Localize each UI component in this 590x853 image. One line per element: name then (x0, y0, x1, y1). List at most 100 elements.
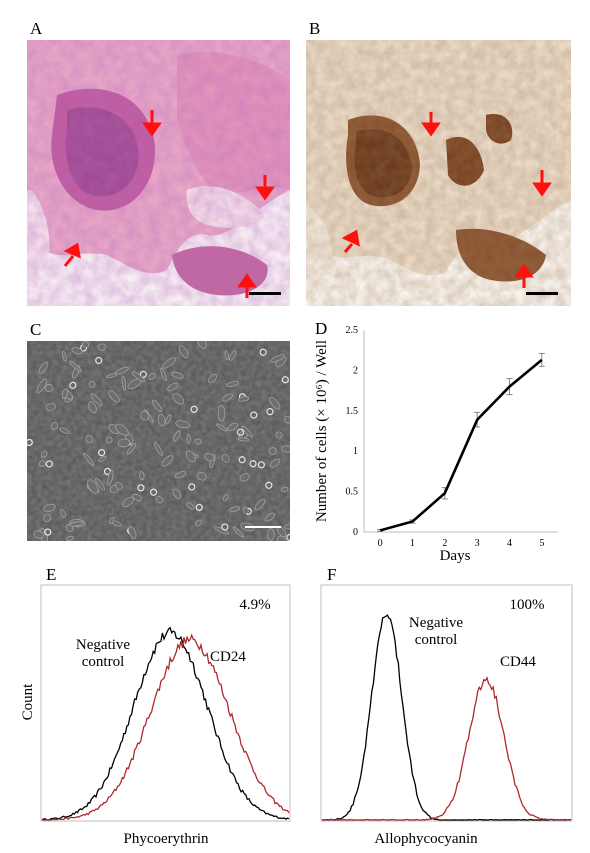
cell (155, 496, 164, 504)
percent-label-e: 4.9% (239, 597, 270, 613)
negative-control-label-f-line1: Negative (409, 615, 463, 631)
cell (60, 509, 66, 519)
cell (88, 401, 97, 414)
histogram-frame-f (320, 584, 573, 822)
cell (115, 481, 123, 490)
cell (27, 438, 33, 447)
scale-bar-b (526, 292, 558, 295)
y-tick-label: 1.5 (346, 406, 359, 417)
cell (259, 348, 267, 356)
cell (266, 407, 274, 416)
cell (216, 423, 228, 432)
x-tick-label: 3 (475, 538, 480, 549)
cell (131, 371, 145, 383)
cell (250, 411, 258, 419)
micrograph-panel-a (27, 40, 290, 306)
cell (239, 473, 250, 482)
cell (65, 535, 75, 541)
histogram-frame-e (40, 584, 291, 822)
cell (185, 450, 196, 463)
cell (257, 461, 265, 469)
cell (221, 454, 230, 463)
negative-control-label-e-line1: Negative (76, 637, 130, 653)
cell (254, 498, 266, 511)
cell (227, 422, 239, 431)
panel-label-f: F (327, 565, 337, 584)
cell (83, 452, 95, 466)
cell (165, 414, 172, 425)
flow-histogram-e: 4.9% Negative control CD24 Count Phycoer… (20, 584, 291, 847)
cell (151, 399, 163, 413)
cell (237, 437, 250, 442)
x-tick-label: 1 (410, 538, 415, 549)
scale-bar-c (245, 526, 281, 528)
cell (132, 493, 142, 502)
cell (238, 456, 246, 464)
y-axis-label: Number of cells (× 10⁶) / Well (314, 340, 330, 522)
cell (241, 425, 253, 438)
cell (188, 483, 196, 491)
cd24-curve (41, 633, 290, 821)
cell (50, 422, 59, 430)
cell (267, 528, 275, 541)
micrograph-panel-b (306, 40, 571, 306)
x-tick-label: 5 (539, 538, 544, 549)
cell (85, 435, 94, 444)
cell (98, 456, 107, 463)
cell (194, 438, 202, 445)
cell (45, 460, 53, 468)
cell (172, 393, 185, 405)
cell (174, 471, 187, 479)
cell (264, 512, 275, 522)
he-stain-image (27, 40, 290, 306)
cell (208, 374, 217, 384)
cell (275, 431, 283, 439)
cell (242, 506, 249, 515)
cell (137, 484, 145, 492)
cell (195, 503, 203, 512)
cell (269, 458, 281, 468)
phycoerythrin-axis-label: Phycoerythrin (124, 831, 209, 847)
cell (108, 390, 120, 403)
growth-series-line (379, 358, 543, 532)
cell (268, 447, 277, 456)
cd24-label: CD24 (210, 649, 246, 665)
cell (221, 393, 233, 402)
cell (71, 347, 83, 355)
cell (277, 535, 288, 541)
cell (281, 445, 290, 453)
cell (196, 341, 207, 349)
cell (90, 393, 103, 406)
cell (115, 423, 129, 436)
percent-label-f: 100% (510, 597, 545, 613)
cell (40, 450, 48, 458)
cell (175, 420, 190, 429)
cell (121, 375, 126, 391)
negative-control-label-f-line2: control (415, 632, 458, 648)
cell (153, 441, 163, 456)
x-tick-label: 0 (378, 538, 383, 549)
scale-bar-a (249, 292, 281, 295)
cell (94, 477, 105, 491)
cell (221, 523, 229, 531)
panel-label-c: C (30, 320, 42, 339)
cell (139, 471, 145, 481)
cell (157, 413, 166, 427)
micrograph-panel-c (27, 341, 290, 541)
cell (265, 481, 273, 489)
x-tick-label: 2 (442, 538, 447, 549)
panel-label-b: B (309, 19, 321, 38)
cell (223, 493, 229, 502)
cell (161, 455, 174, 467)
cell (171, 371, 184, 379)
cell (105, 373, 118, 379)
cell (87, 479, 99, 494)
cell (195, 519, 202, 527)
cell (61, 388, 68, 399)
cell (249, 460, 257, 468)
cell (226, 381, 239, 388)
cell (36, 378, 48, 393)
cell (160, 368, 167, 382)
cell (128, 526, 137, 539)
cell (232, 526, 244, 538)
